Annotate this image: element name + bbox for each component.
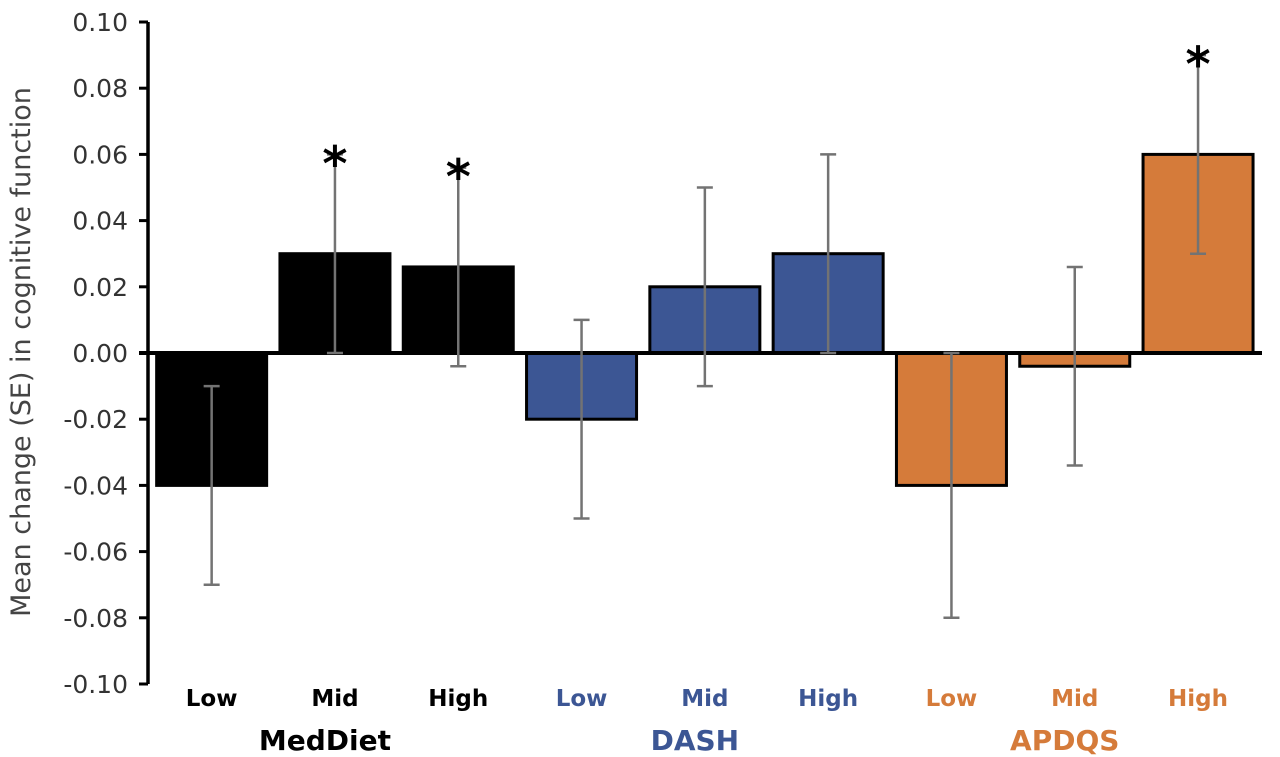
error-bar <box>450 166 467 368</box>
x-tick-label: High <box>1168 686 1228 712</box>
y-tick-label: -0.02 <box>63 405 128 434</box>
error-bar <box>820 153 837 355</box>
error-bar <box>1190 53 1207 255</box>
error-bar <box>943 351 960 620</box>
error-bar <box>326 153 343 355</box>
y-tick-label: -0.08 <box>63 604 128 633</box>
y-tick-label: 0.10 <box>72 8 128 37</box>
y-axis-label: Mean change (SE) in cognitive function <box>6 87 37 617</box>
significance-marker: * <box>1185 37 1210 93</box>
x-tick-label: Low <box>556 686 608 712</box>
y-tick-label: 0.08 <box>72 74 128 103</box>
y-tick-label: 0.04 <box>72 207 128 236</box>
y-tick-label: -0.06 <box>63 538 128 567</box>
x-tick-label: High <box>428 686 488 712</box>
error-bar <box>696 186 713 388</box>
y-tick-label: 0.02 <box>72 273 128 302</box>
group-label-dash: DASH <box>651 724 740 757</box>
error-bar <box>573 318 590 520</box>
x-tick-label: Mid <box>1051 686 1098 712</box>
error-bar <box>1066 265 1083 467</box>
x-tick-label: High <box>798 686 858 712</box>
y-tick-label: 0.06 <box>72 140 128 169</box>
group-label-apdqs: APDQS <box>1010 724 1119 757</box>
x-tick-label: Mid <box>311 686 358 712</box>
x-tick-label: Low <box>926 686 978 712</box>
error-bar <box>203 384 220 586</box>
y-tick-label: 0.00 <box>72 339 128 368</box>
significance-marker: * <box>322 136 347 192</box>
x-tick-label: Mid <box>681 686 728 712</box>
significance-marker: * <box>446 150 471 206</box>
group-label-meddiet: MedDiet <box>259 724 391 757</box>
y-tick-label: -0.04 <box>63 471 128 500</box>
y-tick-label: -0.10 <box>63 670 128 699</box>
x-tick-label: Low <box>186 686 238 712</box>
